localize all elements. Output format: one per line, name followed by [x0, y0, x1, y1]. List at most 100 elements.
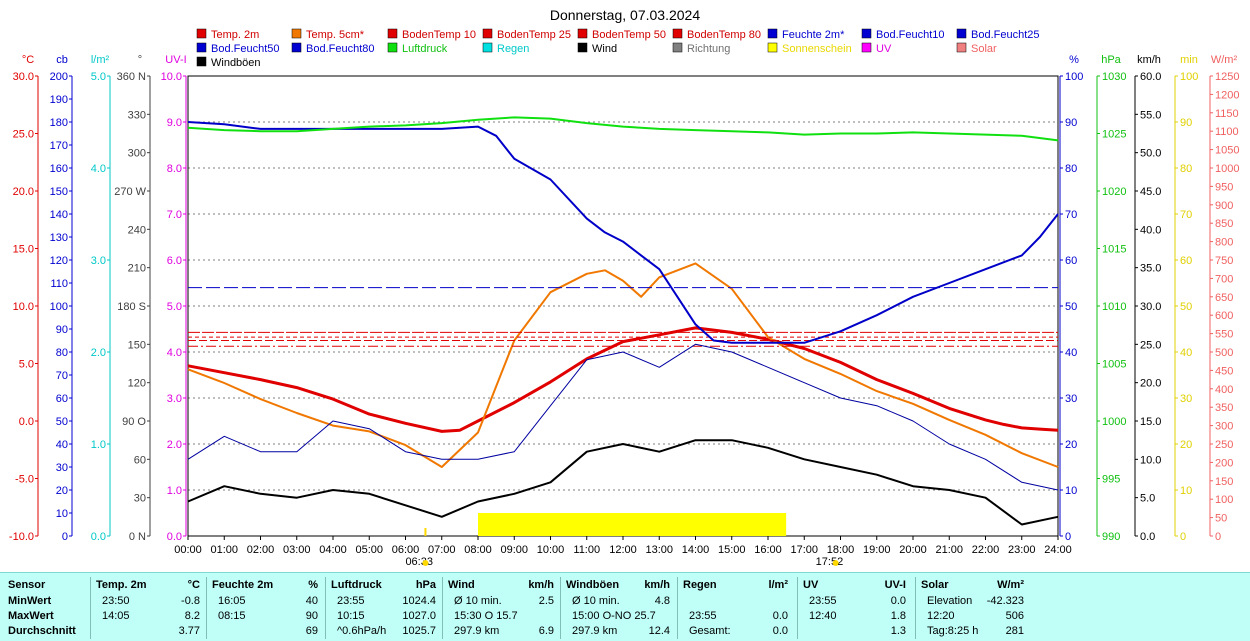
- x-axis-tick-label: 02:00: [247, 544, 275, 556]
- x-axis-tick-label: 09:00: [500, 544, 528, 556]
- right-axis-tick-label: 30: [1180, 393, 1192, 405]
- left-axis-tick-label: 7.0: [167, 209, 182, 221]
- x-axis-tick-label: 17:00: [790, 544, 818, 556]
- legend-item: UV: [876, 43, 892, 55]
- left-axis-tick-label: 0 N: [129, 531, 146, 543]
- right-axis-tick-label: 200: [1215, 457, 1233, 469]
- stats-header: Wind: [448, 579, 475, 591]
- left-axis-tick-label: 10.0: [13, 301, 34, 313]
- legend-swatch: [577, 42, 588, 53]
- stats-cell-value: -0.8: [181, 595, 200, 607]
- left-axis-tick-label: 25.0: [13, 129, 34, 141]
- right-axis-tick-label: 0.0: [1140, 531, 1155, 543]
- stats-header: Solar: [921, 579, 949, 591]
- stats-header: Regen: [683, 579, 717, 591]
- stats-cell-value: 0.0: [772, 625, 788, 637]
- legend-item: BodenTemp 50: [592, 29, 666, 41]
- right-axis-tick-label: 500: [1215, 347, 1233, 359]
- right-axis-tick-label: 1000: [1102, 416, 1126, 428]
- right-axis-tick-label: 1250: [1215, 71, 1239, 83]
- left-axis-tick-label: 0.0: [167, 531, 182, 543]
- right-axis-tick-label: 1200: [1215, 89, 1239, 101]
- legend-swatch: [956, 28, 967, 39]
- left-axis-tick-label: 9.0: [167, 117, 182, 129]
- stats-header: UV: [803, 579, 819, 591]
- right-axis-unit: W/m²: [1211, 54, 1238, 66]
- left-axis-unit: cb: [56, 54, 68, 66]
- stats-cell-value: 1.8: [890, 610, 906, 622]
- series-line: [187, 121, 1059, 344]
- stats-cell-note: 15:00 O-NO 25.7: [572, 610, 656, 622]
- right-axis-tick-label: 350: [1215, 402, 1233, 414]
- legend-swatch: [672, 28, 683, 39]
- legend-item: Wind: [592, 43, 617, 55]
- left-axis-tick-label: 100: [50, 301, 68, 313]
- stats-cell-note: 23:55: [337, 595, 365, 607]
- right-axis-tick-label: 60: [1180, 255, 1192, 267]
- sunset-label: 17:52: [816, 556, 844, 568]
- stats-column-separator: [90, 577, 91, 639]
- stats-cell-value: 0.0: [890, 595, 906, 607]
- right-axis-tick-label: 100: [1065, 71, 1083, 83]
- right-axis-tick-label: 700: [1215, 273, 1233, 285]
- left-axis-tick-label: 5.0: [91, 71, 106, 83]
- stats-cell-value: 40: [305, 595, 318, 607]
- left-axis-tick-label: 70: [56, 370, 68, 382]
- left-axis-tick-label: 170: [50, 140, 68, 152]
- stats-cell-note: 10:15: [337, 610, 365, 622]
- right-axis-tick-label: 70: [1065, 209, 1077, 221]
- stats-cell-note: 297.9 km: [454, 625, 500, 637]
- right-axis-tick-label: 100: [1215, 494, 1233, 506]
- x-axis-tick-label: 14:00: [682, 544, 710, 556]
- stats-cell-value: 12.4: [648, 625, 670, 637]
- legend-item: Bod.Feucht80: [306, 43, 375, 55]
- x-axis-tick-label: 13:00: [645, 544, 673, 556]
- legend-item: BodenTemp 80: [687, 29, 761, 41]
- stats-cell-note: Gesamt:: [689, 625, 731, 637]
- left-axis-tick-label: 200: [50, 71, 68, 83]
- left-axis-tick-label: 160: [50, 163, 68, 175]
- right-axis-tick-label: 300: [1215, 421, 1233, 433]
- left-axis-tick-label: 40: [56, 439, 68, 451]
- right-axis-tick-label: 15.0: [1140, 416, 1161, 428]
- left-axis-tick-label: 150: [128, 339, 146, 351]
- stats-header-unit: UV-I: [884, 579, 906, 591]
- left-axis-tick-label: 130: [50, 232, 68, 244]
- legend-swatch: [482, 28, 493, 39]
- legend-swatch: [196, 56, 207, 67]
- left-axis-tick-label: 330: [128, 109, 146, 121]
- right-axis-tick-label: 50.0: [1140, 148, 1161, 160]
- right-axis-tick-label: 20: [1180, 439, 1192, 451]
- x-axis-tick-label: 08:00: [464, 544, 492, 556]
- stats-cell-note: Tag:8:25 h: [927, 625, 979, 637]
- x-axis-tick-label: 23:00: [1008, 544, 1036, 556]
- right-axis-tick-label: 60: [1065, 255, 1077, 267]
- left-axis-tick-label: 1.0: [91, 439, 106, 451]
- statistics-table: Sensor Temp. 2m °C Feuchte 2m% Luftdruck hPa W…: [0, 572, 1250, 641]
- series-line: [187, 439, 1059, 526]
- stats-cell-value: 69: [305, 625, 318, 637]
- legend-swatch: [482, 42, 493, 53]
- legend-item: Bod.Feucht10: [876, 29, 945, 41]
- stats-row-label: MaxWert: [8, 610, 54, 622]
- left-axis-tick-label: 270 W: [114, 186, 146, 198]
- right-axis-tick-label: 35.0: [1140, 263, 1161, 275]
- stats-column-separator: [442, 577, 443, 639]
- x-axis-tick-label: 15:00: [718, 544, 746, 556]
- right-axis-unit: min: [1180, 54, 1198, 66]
- stats-row-label: Durchschnitt: [8, 625, 76, 637]
- x-axis-tick-label: 04:00: [319, 544, 347, 556]
- right-axis-tick-label: 80: [1065, 163, 1077, 175]
- right-axis-tick-label: 60.0: [1140, 71, 1161, 83]
- legend-swatch: [196, 28, 207, 39]
- right-axis-tick-label: 450: [1215, 365, 1233, 377]
- left-axis-tick-label: 30: [134, 493, 146, 505]
- legend-swatch: [387, 42, 398, 53]
- right-axis-tick-label: 45.0: [1140, 186, 1161, 198]
- stats-header-unit: W/m²: [997, 579, 1024, 591]
- stats-column-separator: [677, 577, 678, 639]
- left-axis-tick-label: 90 O: [122, 416, 146, 428]
- series-line: [187, 343, 1059, 491]
- right-axis-tick-label: 10.0: [1140, 454, 1161, 466]
- right-axis-tick-label: 25.0: [1140, 339, 1161, 351]
